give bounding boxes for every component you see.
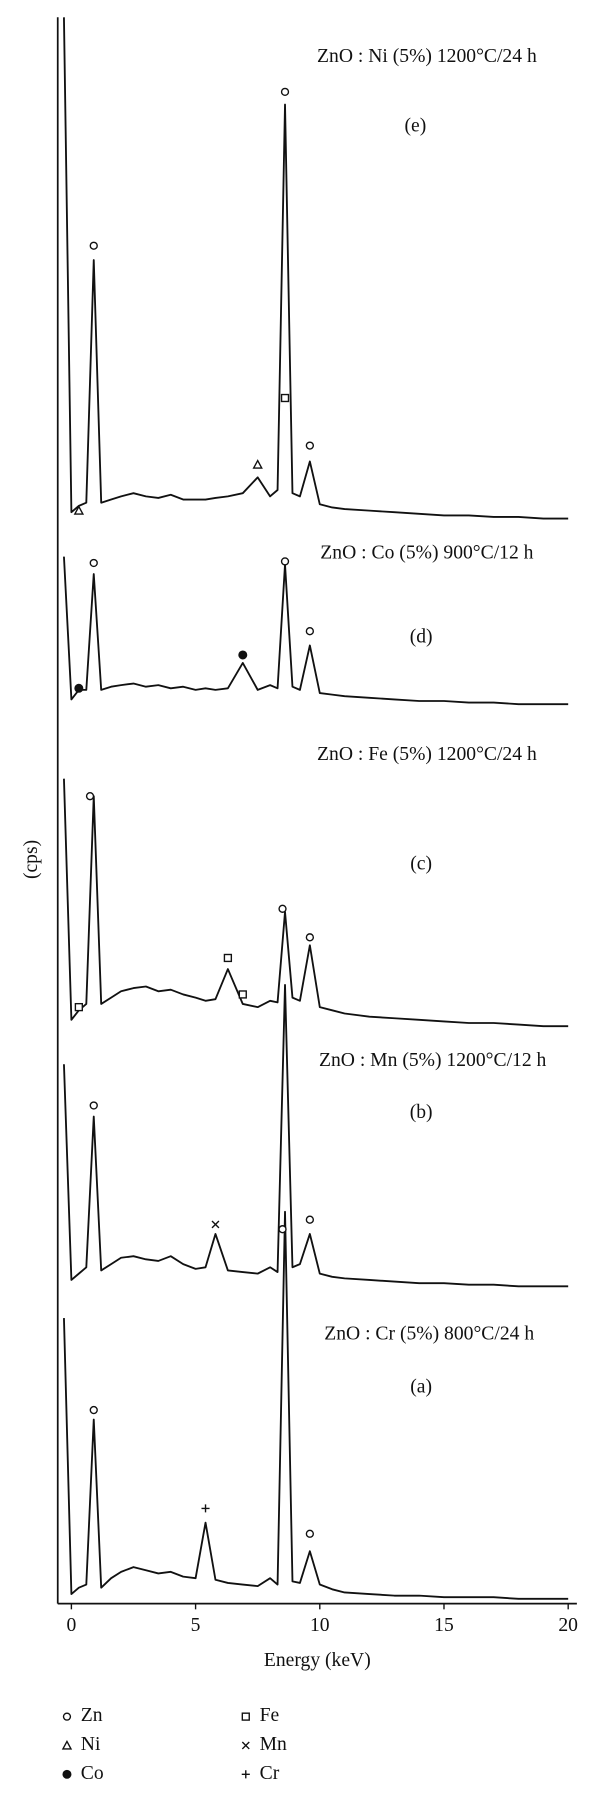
series-label: ZnO : Fe (5%) 1200°C/24 h	[317, 744, 537, 765]
peak-marker	[74, 683, 84, 693]
legend-symbol	[62, 1769, 72, 1779]
y-axis-label: (cps)	[21, 840, 42, 879]
peak-marker	[278, 904, 287, 913]
peak-marker	[252, 459, 263, 469]
peak-marker	[305, 1215, 315, 1224]
peak-marker	[238, 650, 248, 660]
legend-symbol	[241, 1712, 250, 1721]
peak-marker	[305, 441, 315, 450]
x-tick-label: 20	[558, 1615, 578, 1636]
peak-marker	[305, 933, 315, 942]
peak-marker	[305, 1529, 315, 1538]
series-label: ZnO : Cr (5%) 800°C/24 h	[324, 1323, 534, 1344]
series-tag: (d)	[410, 626, 433, 647]
peak-marker	[89, 558, 98, 568]
peak-marker	[201, 1504, 210, 1513]
series-tag: (a)	[410, 1376, 432, 1397]
legend-symbol	[241, 1770, 250, 1779]
peak-marker	[211, 1220, 220, 1229]
x-tick-label: 10	[310, 1615, 330, 1636]
spectrum-line	[63, 556, 569, 706]
x-tick-label: 5	[191, 1615, 201, 1636]
legend-label: Zn	[81, 1705, 103, 1726]
series-tag: (b)	[410, 1102, 433, 1123]
peak-marker	[238, 990, 247, 999]
peak-marker	[89, 241, 98, 250]
legend-label: Cr	[260, 1763, 280, 1784]
x-tick-label: 0	[66, 1615, 76, 1636]
legend-label: Fe	[260, 1705, 280, 1726]
peak-marker	[89, 1405, 98, 1415]
spectrum-line	[63, 778, 569, 1028]
peak-marker	[85, 792, 95, 801]
peak-marker	[73, 505, 85, 515]
peak-marker	[89, 1101, 98, 1110]
peak-marker	[280, 87, 290, 97]
legend-label: Mn	[260, 1734, 287, 1755]
legend-symbol	[62, 1712, 72, 1721]
peak-marker	[280, 557, 290, 566]
peak-marker	[74, 1002, 84, 1012]
series-tag: (c)	[410, 854, 432, 875]
peak-marker	[278, 1225, 287, 1234]
peak-marker	[305, 627, 315, 636]
spectrum-line	[63, 984, 569, 1288]
x-axis-label: Energy (keV)	[264, 1650, 371, 1671]
spectrum-line	[63, 1210, 569, 1600]
peak-marker	[280, 393, 290, 403]
legend-label: Ni	[81, 1734, 101, 1755]
series-tag: (e)	[404, 115, 426, 136]
peak-marker	[223, 953, 233, 963]
legend-label: Co	[81, 1763, 104, 1784]
legend-symbol	[241, 1741, 250, 1750]
series-label: ZnO : Ni (5%) 1200°C/24 h	[317, 46, 537, 67]
legend-symbol	[61, 1739, 73, 1750]
series-label: ZnO : Co (5%) 900°C/12 h	[320, 542, 533, 563]
x-tick-label: 15	[434, 1615, 454, 1636]
series-label: ZnO : Mn (5%) 1200°C/12 h	[319, 1050, 547, 1071]
spectrum-line	[63, 17, 569, 520]
